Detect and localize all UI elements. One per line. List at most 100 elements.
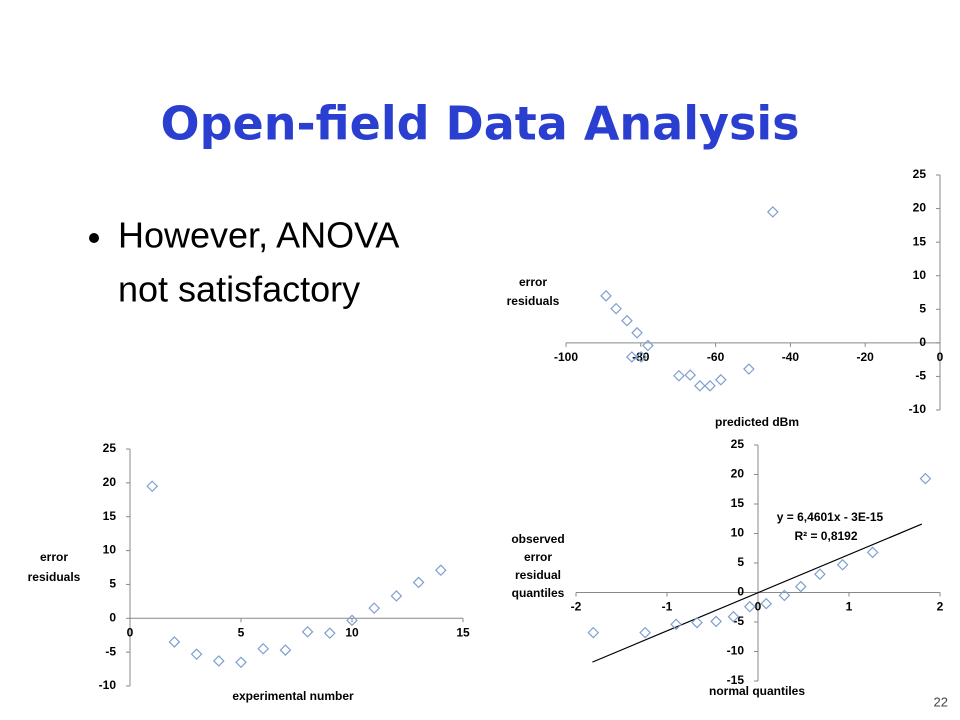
y-tick-label: 0 xyxy=(919,335,926,349)
y-tick-label: -5 xyxy=(105,644,116,658)
marker xyxy=(368,602,381,614)
x-tick-label: -1 xyxy=(662,600,673,614)
marker xyxy=(212,655,225,667)
marker xyxy=(704,379,716,392)
y-tick-label: 20 xyxy=(731,467,745,481)
marker xyxy=(866,546,879,559)
marker xyxy=(412,576,425,589)
marker xyxy=(257,642,270,655)
marker xyxy=(600,290,612,302)
marker xyxy=(346,614,358,627)
marker xyxy=(710,615,722,628)
x-tick-label: -40 xyxy=(782,350,800,364)
x-tick-label: 5 xyxy=(238,625,245,639)
marker xyxy=(743,363,755,375)
marker xyxy=(743,600,756,613)
y-tick-label: 25 xyxy=(913,167,927,181)
x-tick-label: 0 xyxy=(127,625,134,639)
x-tick-label: 2 xyxy=(937,600,944,614)
x-axis-label: predicted dBm xyxy=(715,415,799,429)
x-axis-label: experimental number xyxy=(232,689,354,703)
marker xyxy=(631,326,643,339)
page-number: 22 xyxy=(934,694,948,709)
marker xyxy=(778,589,791,602)
y-axis-label: residual xyxy=(515,568,561,582)
y-tick-label: 5 xyxy=(919,301,926,315)
y-tick-label: 10 xyxy=(731,526,745,540)
x-tick-label: 10 xyxy=(345,625,359,639)
bullet-text: not satisfactory xyxy=(118,269,360,310)
x-tick-label: -80 xyxy=(632,350,650,364)
y-tick-label: -5 xyxy=(915,369,926,383)
x-tick-label: 0 xyxy=(937,350,944,364)
marker xyxy=(587,626,600,639)
marker xyxy=(434,564,447,577)
marker xyxy=(235,656,247,669)
y-tick-label: -10 xyxy=(99,678,117,692)
y-tick-label: 5 xyxy=(737,555,744,569)
y-tick-label: 25 xyxy=(103,441,117,455)
y-tick-label: 15 xyxy=(103,509,117,523)
y-tick-label: 10 xyxy=(913,268,927,282)
trendline xyxy=(592,523,923,663)
y-tick-label: 5 xyxy=(109,577,116,591)
marker xyxy=(727,610,740,623)
marker xyxy=(836,558,849,571)
bullet-dot xyxy=(89,233,99,243)
y-tick-label: 0 xyxy=(737,585,744,599)
marker xyxy=(670,618,682,631)
marker xyxy=(673,369,685,382)
y-tick-label: 20 xyxy=(103,475,117,489)
y-axis-label: residuals xyxy=(28,570,81,584)
marker xyxy=(323,627,336,640)
marker xyxy=(691,616,703,629)
y-tick-label: 0 xyxy=(109,610,116,624)
marker xyxy=(684,369,697,381)
y-tick-label: 10 xyxy=(103,543,117,557)
x-tick-label: 0 xyxy=(755,600,762,614)
x-tick-label: -2 xyxy=(571,600,582,614)
marker xyxy=(610,302,622,315)
marker xyxy=(794,580,807,593)
marker xyxy=(766,206,779,218)
x-tick-label: -100 xyxy=(554,350,578,364)
x-tick-label: 1 xyxy=(846,600,853,614)
marker xyxy=(625,351,638,363)
y-axis-label: observed xyxy=(511,532,564,546)
y-axis-label: error xyxy=(524,550,552,564)
y-tick-label: -5 xyxy=(733,614,744,628)
x-tick-label: -60 xyxy=(707,350,725,364)
annotation: R² = 0,8192 xyxy=(794,529,857,543)
marker xyxy=(621,314,633,327)
y-tick-label: 15 xyxy=(913,234,927,248)
slide-title: Open-field Data Analysis xyxy=(160,97,799,151)
marker xyxy=(694,379,706,392)
bullet-text: However, ANOVA xyxy=(118,215,399,256)
y-axis-label: error xyxy=(519,275,547,289)
y-axis-label: residuals xyxy=(507,294,560,308)
marker xyxy=(760,597,773,610)
y-tick-label: -15 xyxy=(727,673,745,687)
marker xyxy=(301,625,314,638)
x-tick-label: 15 xyxy=(456,625,470,639)
marker xyxy=(190,648,203,661)
y-axis-label: quantiles xyxy=(512,586,565,600)
annotation: y = 6,4601x - 3E-15 xyxy=(777,510,884,524)
y-tick-label: -10 xyxy=(727,644,745,658)
x-axis-label: normal quantiles xyxy=(709,684,805,698)
marker xyxy=(919,472,932,485)
x-tick-label: -20 xyxy=(857,350,875,364)
marker xyxy=(390,590,403,602)
marker xyxy=(814,568,826,581)
y-tick-label: 20 xyxy=(913,201,927,215)
y-tick-label: -10 xyxy=(909,402,927,416)
marker xyxy=(639,626,652,639)
marker xyxy=(168,636,181,648)
marker xyxy=(146,480,159,493)
marker xyxy=(642,339,654,352)
marker xyxy=(635,351,648,363)
marker xyxy=(714,373,727,386)
marker xyxy=(279,644,292,656)
y-tick-label: 15 xyxy=(731,496,745,510)
